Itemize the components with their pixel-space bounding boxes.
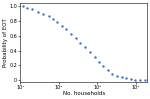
Point (130, 78, 132, 80)
Point (51, 18, 54, 20)
Point (26, 7, 28, 9)
Point (79, 42, 82, 43)
Point (134, 79, 136, 80)
Point (107, 69, 109, 71)
Point (22, 6, 24, 7)
Point (37, 11, 40, 12)
X-axis label: No. households: No. households (63, 91, 105, 96)
Point (75, 37, 77, 39)
Point (98, 61, 100, 63)
Y-axis label: Probability of EOT: Probability of EOT (3, 18, 8, 67)
Point (139, 79, 141, 81)
Point (47, 15, 50, 17)
Point (65, 29, 68, 30)
Point (70, 33, 72, 35)
Point (120, 76, 123, 78)
Point (56, 21, 58, 23)
Point (143, 79, 146, 81)
Point (30, 9, 33, 10)
Point (102, 65, 105, 67)
Point (125, 78, 128, 79)
Point (93, 56, 96, 57)
Point (111, 73, 114, 74)
Point (42, 13, 45, 15)
Point (60, 25, 63, 26)
Point (84, 46, 86, 48)
Point (116, 75, 118, 77)
Point (89, 51, 91, 53)
